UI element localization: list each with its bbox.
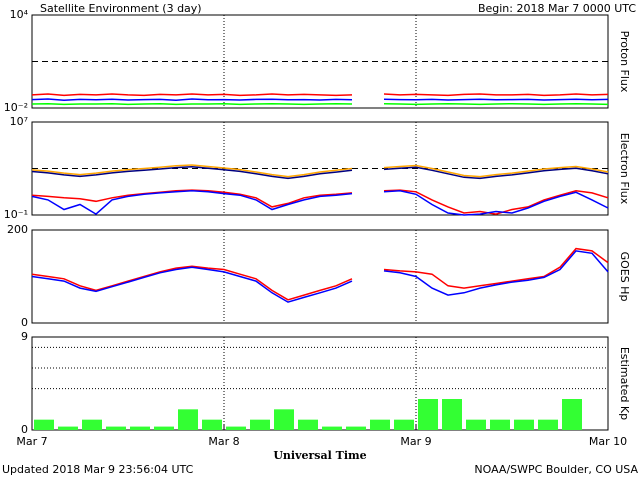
series-line bbox=[31, 166, 609, 180]
bar bbox=[154, 426, 174, 430]
x-tick-label: Mar 9 bbox=[400, 435, 431, 448]
y-tick-label: 0 bbox=[21, 316, 28, 329]
bar bbox=[130, 426, 150, 430]
series-line bbox=[31, 190, 609, 216]
panel-frame bbox=[31, 121, 609, 216]
source-label: NOAA/SWPC Boulder, CO USA bbox=[474, 463, 638, 476]
bar bbox=[274, 409, 294, 430]
x-tick-label: Mar 8 bbox=[208, 435, 239, 448]
series-line bbox=[31, 247, 609, 301]
bar bbox=[82, 419, 102, 430]
series-line bbox=[31, 102, 609, 106]
bar bbox=[442, 399, 462, 430]
x-axis-label: Universal Time bbox=[273, 449, 366, 462]
x-tick-label: Mar 10 bbox=[589, 435, 627, 448]
bar bbox=[538, 419, 558, 430]
series-line bbox=[31, 98, 609, 101]
bar bbox=[322, 426, 342, 430]
bar bbox=[34, 419, 54, 430]
series-line bbox=[31, 93, 609, 97]
y-axis-label: Proton Flux bbox=[618, 31, 631, 93]
updated-label: Updated 2018 Mar 9 23:56:04 UTC bbox=[2, 463, 194, 476]
y-tick-label: 10⁻² bbox=[4, 101, 28, 114]
bar bbox=[250, 419, 270, 430]
bar bbox=[562, 399, 582, 430]
bar bbox=[202, 419, 222, 430]
y-axis-label: GOES Hp bbox=[618, 252, 631, 302]
y-tick-label: 0 bbox=[21, 423, 28, 436]
bar bbox=[58, 426, 78, 430]
panel-frame bbox=[31, 336, 609, 431]
series-line bbox=[31, 164, 609, 178]
chart-title: Satellite Environment (3 day) bbox=[40, 2, 202, 15]
bar bbox=[370, 419, 390, 430]
x-tick-label: Mar 7 bbox=[16, 435, 47, 448]
bar bbox=[418, 399, 438, 430]
begin-label: Begin: 2018 Mar 7 0000 UTC bbox=[478, 2, 636, 15]
bar bbox=[298, 419, 318, 430]
y-tick-label: 10⁻¹ bbox=[4, 208, 28, 221]
y-tick-label: 10⁴ bbox=[10, 8, 29, 21]
y-tick-label: 200 bbox=[7, 223, 28, 236]
series-line bbox=[31, 250, 609, 303]
bar bbox=[394, 419, 414, 430]
bar bbox=[466, 419, 486, 430]
y-axis-label: Estimated Kp bbox=[618, 347, 631, 420]
bar bbox=[178, 409, 198, 430]
y-tick-label: 10⁷ bbox=[10, 115, 28, 128]
panel-frame bbox=[31, 229, 609, 324]
y-axis-label: Electron Flux bbox=[618, 133, 631, 205]
bar bbox=[226, 426, 246, 430]
bar bbox=[514, 419, 534, 430]
y-tick-label: 9 bbox=[21, 330, 28, 343]
bar bbox=[490, 419, 510, 430]
bar bbox=[346, 426, 366, 430]
bar bbox=[106, 426, 126, 430]
